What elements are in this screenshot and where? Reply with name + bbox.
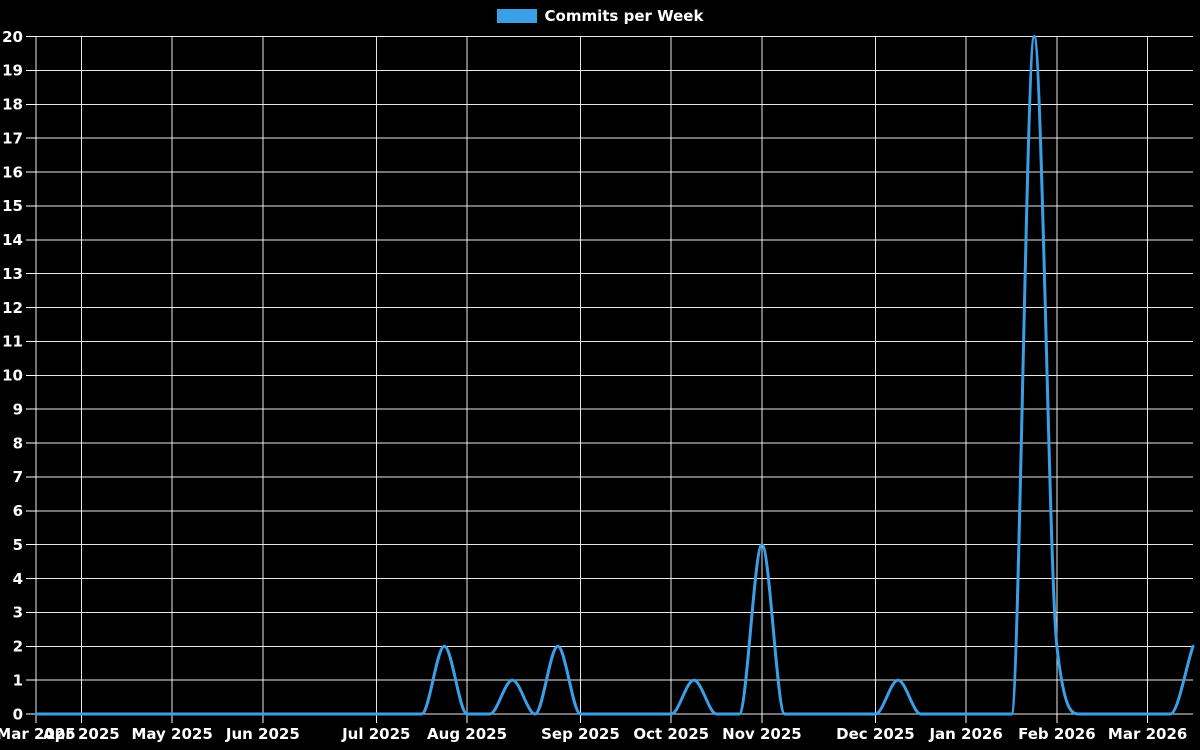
y-tick-label: 13 — [2, 265, 23, 283]
x-tick-label: Apr 2025 — [43, 725, 120, 743]
x-tick-label: Mar 2025 — [0, 725, 76, 743]
y-tick-label: 0 — [13, 705, 23, 723]
y-tick-label: 6 — [13, 502, 23, 520]
x-tick-label: Jan 2026 — [928, 725, 1002, 743]
y-tick-label: 12 — [2, 299, 23, 317]
x-tick-label: Sep 2025 — [541, 725, 620, 743]
y-tick-label: 2 — [13, 638, 23, 656]
x-tick-label: Nov 2025 — [722, 725, 802, 743]
x-tick-label: Dec 2025 — [836, 725, 915, 743]
y-tick-label: 18 — [2, 96, 23, 114]
x-tick-label: May 2025 — [131, 725, 212, 743]
x-tick-label: Aug 2025 — [427, 725, 507, 743]
x-tick-label: Mar 2026 — [1108, 725, 1187, 743]
y-tick-label: 11 — [2, 333, 23, 351]
y-tick-label: 14 — [2, 231, 23, 249]
x-tick-label: Jun 2025 — [225, 725, 300, 743]
chart-legend: Commits per Week — [0, 8, 1200, 24]
y-tick-label: 9 — [13, 400, 23, 418]
y-tick-label: 4 — [13, 570, 23, 588]
x-tick-label: Feb 2026 — [1018, 725, 1096, 743]
x-tick-label: Jul 2025 — [341, 725, 410, 743]
y-tick-label: 3 — [13, 604, 23, 622]
y-tick-label: 15 — [2, 197, 23, 215]
y-tick-label: 1 — [13, 671, 23, 689]
y-tick-label: 19 — [2, 62, 23, 80]
y-tick-label: 17 — [2, 129, 23, 147]
y-tick-label: 8 — [13, 434, 23, 452]
y-tick-label: 7 — [13, 468, 23, 486]
x-tick-label: Oct 2025 — [633, 725, 709, 743]
legend-label[interactable]: Commits per Week — [544, 7, 704, 25]
legend-swatch-icon[interactable] — [496, 9, 537, 23]
y-tick-label: 10 — [2, 367, 23, 385]
y-tick-label: 16 — [2, 163, 23, 181]
commits-line-series — [34, 35, 1195, 716]
y-tick-label: 5 — [13, 536, 23, 554]
y-tick-label: 20 — [2, 28, 23, 46]
